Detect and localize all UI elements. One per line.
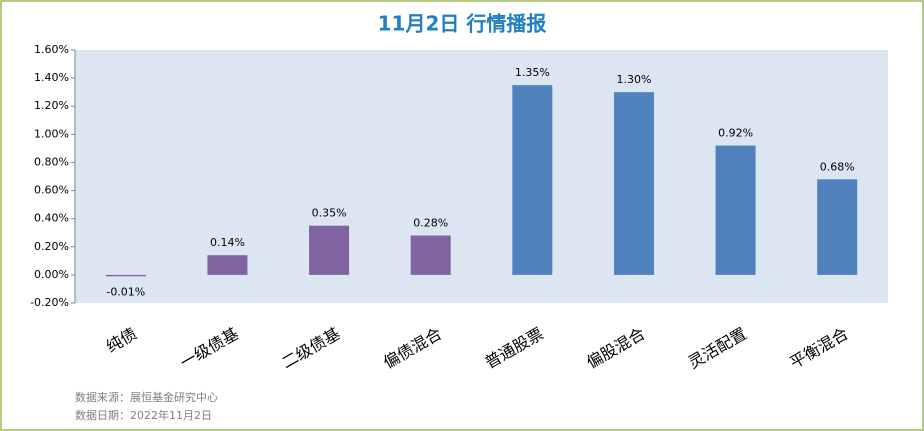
y-tick-label: 0.20%: [34, 240, 69, 253]
bar: [613, 92, 654, 275]
value-label: 1.30%: [616, 73, 651, 86]
y-tick-label: 0.00%: [34, 268, 69, 281]
bar: [207, 255, 248, 275]
y-tick-label: 0.80%: [34, 155, 69, 168]
y-tick-label: 1.00%: [34, 127, 69, 140]
bar: [512, 85, 553, 275]
bar: [309, 225, 350, 275]
bar: [715, 145, 756, 275]
value-label: 1.35%: [515, 66, 550, 79]
bar: [817, 179, 858, 275]
y-tick-label: -0.20%: [30, 296, 69, 309]
value-label: 0.14%: [210, 236, 245, 249]
value-label: 0.35%: [312, 207, 347, 220]
source-note: 数据来源：展恒基金研究中心: [75, 390, 218, 404]
bar: [410, 235, 451, 275]
date-note: 数据日期：2022年11月2日: [75, 408, 212, 422]
value-label: -0.01%: [106, 285, 145, 298]
chart-title: 11月2日 行情播报: [378, 12, 547, 36]
value-label: 0.28%: [413, 217, 448, 230]
bar: [105, 274, 146, 277]
y-tick-label: 1.20%: [34, 99, 69, 112]
plot-area: [75, 50, 888, 303]
y-tick-label: 0.60%: [34, 184, 69, 197]
value-label: 0.92%: [718, 127, 753, 140]
y-tick-label: 1.60%: [34, 43, 69, 56]
y-tick-label: 1.40%: [34, 71, 69, 84]
y-tick-label: 0.40%: [34, 212, 69, 225]
value-label: 0.68%: [820, 160, 855, 173]
